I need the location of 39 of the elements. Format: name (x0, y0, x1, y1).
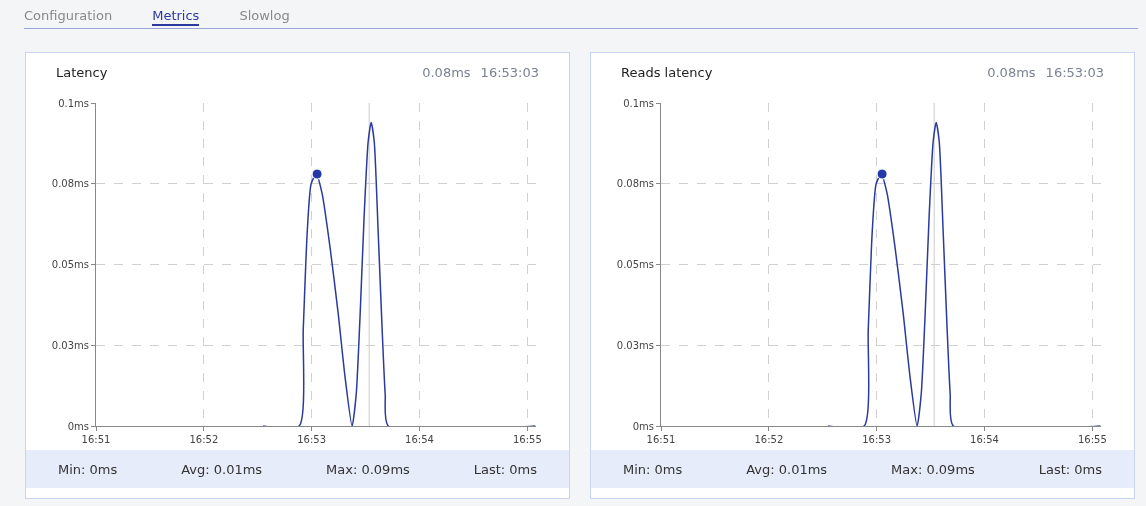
text: Min: 0ms (57, 461, 118, 477)
text: Min: 0ms (622, 461, 683, 477)
x-tick-label: 16:54 (970, 434, 999, 445)
text: 16:53:03 (480, 65, 539, 80)
x-tick-label: 16:55 (1077, 434, 1107, 445)
x-tick-label: 16:53 (297, 434, 327, 445)
x-tick-label: 16:54 (405, 434, 434, 445)
text: Configuration (24, 7, 113, 23)
text: 0.08ms (987, 65, 1036, 80)
chart-title: Latency (56, 65, 108, 80)
y-tick-label: 0.08ms (51, 178, 89, 190)
x-tick-label: 16:52 (754, 434, 784, 445)
y-tick-label: 0.05ms (616, 259, 654, 270)
y-tick-label: 0ms (632, 420, 654, 432)
line-series (262, 121, 536, 426)
x-tick-label: 16:51 (81, 434, 111, 445)
text: 0.08ms (422, 65, 471, 80)
text: Last: 0ms (1038, 461, 1103, 477)
text: Max: 0.09ms (326, 461, 410, 477)
text: Slowlog (239, 7, 290, 23)
y-tick-label: 0.03ms (51, 339, 89, 351)
text: Max: 0.09ms (891, 461, 975, 477)
line-series (827, 121, 1101, 426)
x-tick-label: 16:55 (512, 434, 542, 445)
text: Metrics (152, 0, 200, 26)
text: Last: 0ms (473, 461, 538, 477)
y-tick-label: 0.05ms (51, 259, 89, 270)
y-tick-label: 0.03ms (616, 339, 654, 351)
x-tick-label: 16:53 (862, 434, 892, 445)
x-tick-label: 16:51 (646, 434, 676, 445)
text: Avg: 0.01ms (746, 461, 828, 477)
y-tick-label: 0.08ms (616, 178, 654, 190)
y-tick-label: 0.1ms (58, 97, 89, 109)
y-tick-label: 0ms (67, 420, 89, 432)
x-tick-label: 16:52 (189, 434, 219, 445)
y-tick-label: 0.1ms (623, 97, 654, 109)
text: Avg: 0.01ms (181, 461, 263, 477)
text: 16:53:03 (1045, 65, 1104, 80)
chart-title: Reads latency (621, 65, 713, 80)
